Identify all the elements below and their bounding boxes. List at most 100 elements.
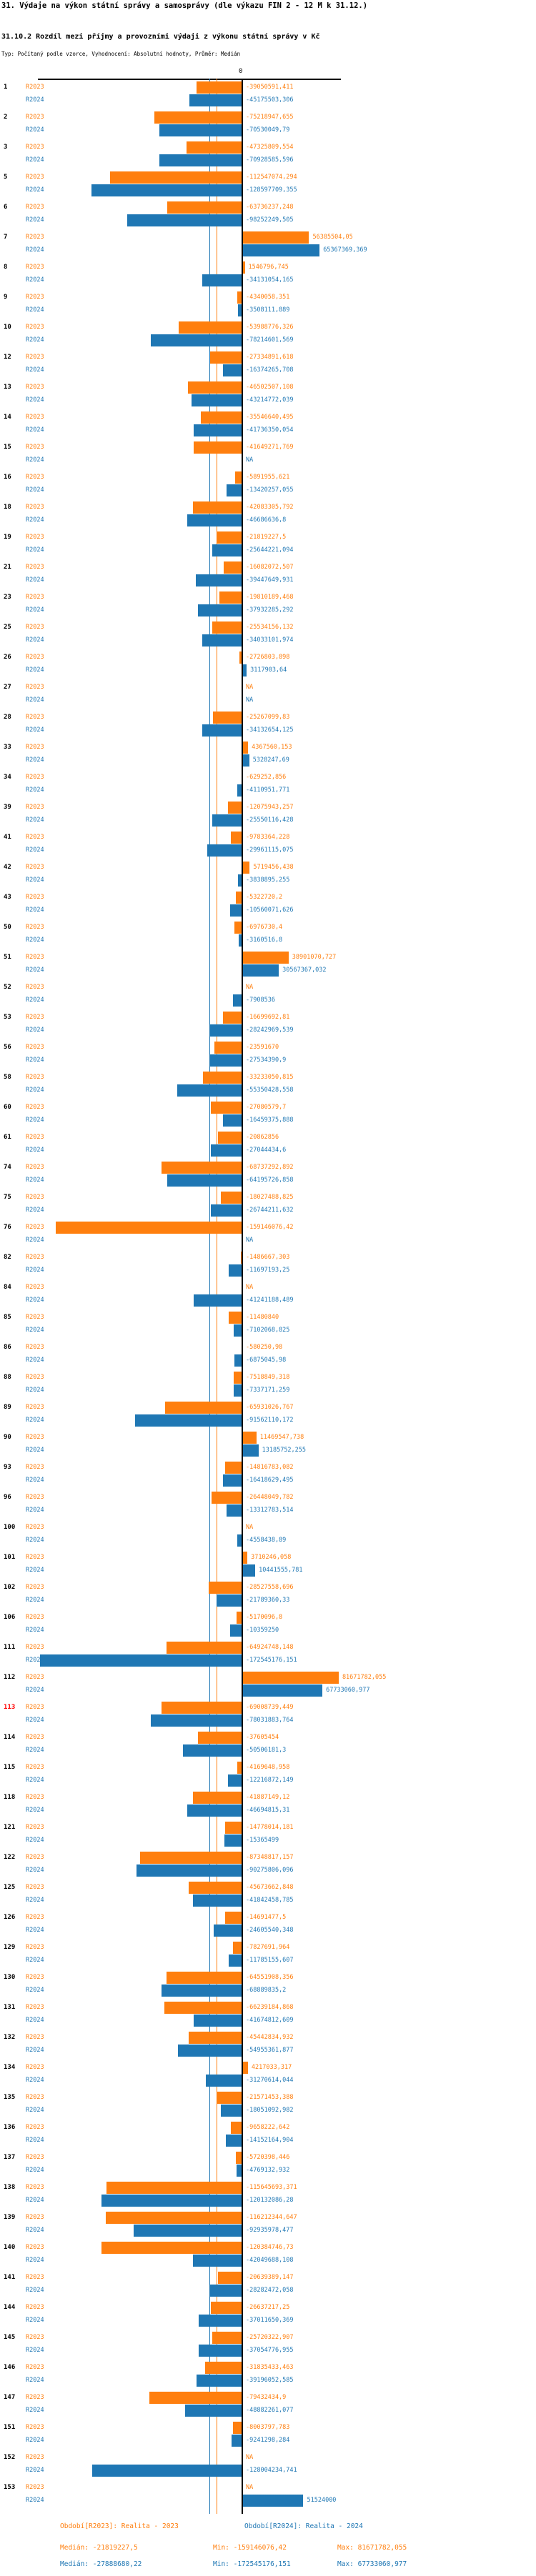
value-label-r2024: -92935978,477 [246, 2227, 294, 2234]
value-label-r2023: -4340058,351 [246, 294, 290, 301]
bar-r2024 [243, 754, 249, 767]
bar-r2023 [204, 2362, 242, 2374]
chart-row-43: 43 R2023 -5322720,2 R2024 -10560071,626 [0, 892, 536, 917]
bar-r2023 [210, 351, 242, 364]
value-label-r2024: 65367369,369 [323, 246, 367, 254]
bar-r2023 [209, 1582, 242, 1594]
row-number: 115 [4, 1764, 16, 1771]
bar-r2023 [221, 1192, 242, 1204]
chart-row-76: 76 R2023 -159146076,42 R2024 NA [0, 1222, 536, 1247]
bar-r2024 [199, 2345, 242, 2357]
bar-r2024 [209, 1024, 242, 1037]
value-label-r2023: -46502507,108 [246, 384, 294, 391]
row-number: 96 [4, 1494, 11, 1501]
series-label-r2023: R2023 [26, 1344, 44, 1351]
series-label-r2024: R2024 [26, 2437, 44, 2444]
value-label-r2024: -43214772,039 [246, 396, 294, 404]
chart-row-153: 153 R2023 NA R2024 51524000 [0, 2482, 536, 2507]
series-label-r2023: R2023 [26, 2124, 44, 2131]
series-label-r2024: R2024 [26, 246, 44, 254]
row-number: 50 [4, 924, 11, 931]
series-label-r2023: R2023 [26, 744, 44, 751]
bar-r2023 [110, 171, 242, 184]
bar-r2023 [229, 1312, 242, 1324]
value-label-r2024: -31270614,044 [246, 2077, 294, 2084]
bar-r2023 [210, 1102, 242, 1114]
chart-row-135: 135 R2023 -21571453,388 R2024 -18051092,982 [0, 2092, 536, 2117]
value-label-r2023: -5170096,8 [246, 1614, 283, 1621]
zero-line [242, 79, 243, 2514]
chart-row-52: 52 R2023 NA R2024 -7908536 [0, 982, 536, 1007]
value-label-r2024: -37011650,369 [246, 2317, 294, 2324]
bar-r2024 [133, 2225, 242, 2237]
row-number: 13 [4, 384, 11, 391]
chart-row-61: 61 R2023 -20862856 R2024 -27044434,6 [0, 1132, 536, 1157]
value-label-r2023: -27080579,7 [246, 1104, 287, 1111]
series-label-r2023: R2023 [26, 1314, 44, 1321]
value-label-r2023: -27334891,618 [246, 354, 294, 361]
bar-r2023 [161, 1702, 242, 1714]
value-label-r2024: -24605540,348 [246, 1927, 294, 1934]
row-number: 145 [4, 2334, 16, 2341]
bar-r2024 [101, 2195, 242, 2207]
bar-r2024 [213, 1924, 242, 1937]
series-label-r2023: R2023 [26, 1434, 44, 1441]
row-number: 84 [4, 1284, 11, 1291]
series-label-r2024: R2024 [26, 2077, 44, 2084]
bar-r2023 [223, 561, 242, 574]
chart-row-141: 141 R2023 -20639389,147 R2024 -28282472,058 [0, 2272, 536, 2297]
row-number: 137 [4, 2154, 16, 2161]
value-label-r2024: -91562110,172 [246, 1417, 294, 1424]
bar-r2024 [194, 1294, 242, 1307]
value-label-r2023: 5719456,438 [253, 864, 294, 871]
value-label-r2024: -12216872,149 [246, 1777, 294, 1784]
row-number: 138 [4, 2184, 16, 2191]
series-label-r2023: R2023 [26, 534, 44, 541]
row-number: 130 [4, 1974, 16, 1981]
chart-row-126: 126 R2023 -14691477,5 R2024 -24605540,348 [0, 1912, 536, 1937]
series-label-r2024: R2024 [26, 967, 44, 974]
chart-meta-line: Typ: Počítaný podle vzorce, Vyhodnocení:… [1, 51, 241, 57]
bar-r2024 [243, 964, 279, 977]
chart-row-39: 39 R2023 -12075943,257 R2024 -25550116,428 [0, 802, 536, 827]
bar-r2023 [236, 1612, 242, 1624]
bar-r2023 [166, 1642, 242, 1654]
value-label-r2024: -39196052,585 [246, 2377, 294, 2384]
row-number: 27 [4, 684, 11, 691]
row-number: 90 [4, 1434, 11, 1441]
series-label-r2024: R2024 [26, 366, 44, 374]
value-label-r2024: -98252249,505 [246, 216, 294, 224]
bar-r2023 [224, 1462, 242, 1474]
value-label-r2023: NA [246, 2454, 254, 2461]
chart-row-134: 134 R2023 4217033,317 R2024 -31270614,044 [0, 2062, 536, 2087]
row-number: 132 [4, 2034, 16, 2041]
bar-r2023 [234, 922, 242, 934]
bar-r2024 [243, 664, 247, 677]
series-label-r2023: R2023 [26, 114, 44, 121]
bar-r2023 [239, 652, 242, 664]
value-label-r2023: -112547074,294 [246, 174, 297, 181]
chart-row-112: 112 R2023 81671782,055 R2024 67733060,977 [0, 1672, 536, 1697]
value-label-r2023: NA [246, 684, 254, 691]
bar-r2023 [139, 1852, 242, 1864]
row-number: 6 [4, 204, 8, 211]
chart-row-10: 10 R2023 -53988776,326 R2024 -78214601,569 [0, 321, 536, 346]
value-label-r2023: -68737292,892 [246, 1164, 294, 1171]
bar-r2023 [237, 1762, 242, 1774]
bar-r2023 [101, 2242, 242, 2254]
series-label-r2023: R2023 [26, 174, 44, 181]
chart-row-122: 122 R2023 -87348817,157 R2024 -90275806,096 [0, 1852, 536, 1877]
bar-r2023 [187, 141, 242, 154]
series-label-r2023: R2023 [26, 1704, 44, 1711]
chart-row-145: 145 R2023 -25720322,907 R2024 -37054776,955 [0, 2332, 536, 2357]
chart-row-111: 111 R2023 -64924748,148 R2024 -172545176,151 [0, 1642, 536, 1667]
value-label-r2023: -18027488,825 [246, 1194, 294, 1201]
series-label-r2023: R2023 [26, 2454, 44, 2461]
value-label-r2024: -37054776,955 [246, 2347, 294, 2354]
bar-r2023 [243, 1552, 248, 1564]
bar-r2024 [230, 1624, 242, 1637]
bar-r2024 [159, 124, 242, 136]
value-label-r2023: -7827691,964 [246, 1944, 290, 1951]
bar-r2023 [56, 1222, 242, 1234]
bar-r2023 [167, 201, 242, 214]
